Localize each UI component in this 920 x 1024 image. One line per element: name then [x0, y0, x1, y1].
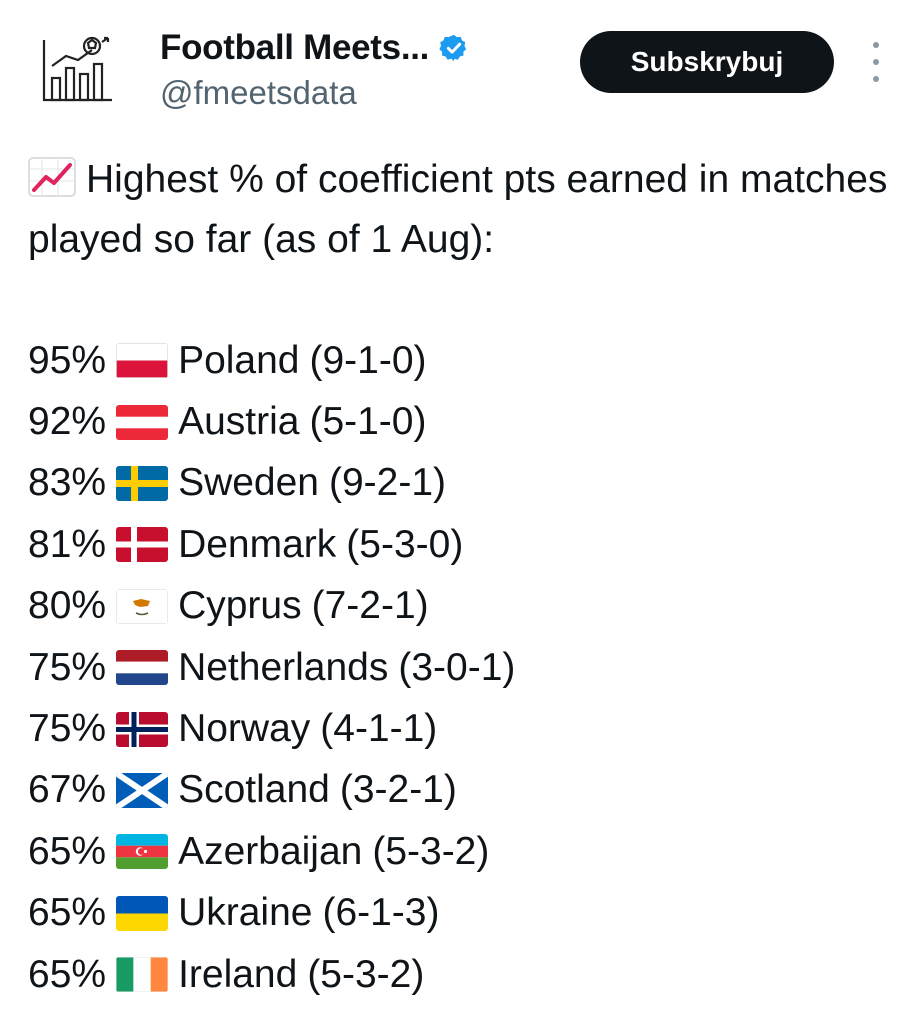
austria-flag-icon — [116, 404, 169, 440]
match-record: (9-1-0) — [309, 338, 427, 382]
country-row: 80% Cyprus (7-2-1) — [28, 576, 908, 637]
tweet-header: Football Meets... @fmeetsdata Subskrybuj — [0, 0, 920, 130]
match-record: (4-1-1) — [320, 707, 438, 751]
country-name: Norway — [178, 707, 311, 751]
account-handle[interactable]: @fmeetsdata — [160, 74, 357, 111]
match-record: (3-2-1) — [339, 768, 457, 812]
ukraine-flag-icon — [116, 895, 169, 931]
match-record: (5-3-0) — [346, 522, 464, 566]
sweden-flag-icon — [116, 465, 169, 501]
percentage-value: 75% — [28, 707, 107, 751]
match-record: (9-2-1) — [329, 461, 447, 505]
country-row: 67% Scotland (3-2-1) — [28, 760, 908, 821]
verified-badge-icon — [439, 34, 467, 62]
percentage-value: 95% — [28, 338, 107, 382]
norway-flag-icon — [116, 711, 169, 747]
country-row: 92% Austria (5-1-0) — [28, 391, 908, 452]
percentage-value: 75% — [28, 645, 107, 689]
country-row: 95% Poland (9-1-0) — [28, 330, 908, 391]
tweet-body: Highest % of coefficient pts earned in m… — [28, 150, 908, 1005]
country-name: Sweden — [178, 461, 319, 505]
percentage-value: 65% — [28, 891, 107, 935]
country-name: Austria — [178, 400, 300, 444]
country-row: 75% Netherlands (3-0-1) — [28, 637, 908, 698]
bar-chart-football-logo-icon[interactable] — [38, 30, 118, 110]
percentage-value: 65% — [28, 829, 107, 873]
percentage-value: 92% — [28, 400, 107, 444]
ireland-flag-icon — [116, 957, 169, 993]
country-name: Azerbaijan — [178, 829, 363, 873]
percentage-value: 81% — [28, 522, 107, 566]
chart-increasing-emoji-icon — [28, 155, 76, 197]
country-name: Netherlands — [178, 645, 389, 689]
scotland-flag-icon — [116, 772, 169, 808]
more-vertical-icon[interactable] — [862, 42, 890, 82]
percentage-value: 65% — [28, 952, 107, 996]
country-name: Denmark — [178, 522, 337, 566]
display-name[interactable]: Football Meets... — [160, 28, 430, 67]
country-name: Poland — [178, 338, 300, 382]
match-record: (5-1-0) — [309, 400, 427, 444]
denmark-flag-icon — [116, 527, 169, 563]
display-name-row: Football Meets... — [160, 28, 469, 68]
tweet-headline: Highest % of coefficient pts earned in m… — [28, 150, 908, 270]
subscribe-button[interactable]: Subskrybuj — [580, 31, 834, 93]
cyprus-flag-icon — [116, 588, 169, 624]
percentage-value: 83% — [28, 461, 107, 505]
match-record: (6-1-3) — [322, 891, 440, 935]
country-list: 95% Poland (9-1-0) 92% Austria (5-1-0) 83% Swed… — [28, 330, 908, 1005]
match-record: (7-2-1) — [311, 584, 429, 628]
percentage-value: 80% — [28, 584, 107, 628]
country-row: 65% Ireland (5-3-2) — [28, 944, 908, 1005]
country-name: Ukraine — [178, 891, 313, 935]
country-name: Cyprus — [178, 584, 302, 628]
country-row: 65% Azerbaijan (5-3-2) — [28, 821, 908, 882]
match-record: (3-0-1) — [398, 645, 516, 689]
headline-text: Highest % of coefficient pts earned in m… — [28, 158, 888, 261]
poland-flag-icon — [116, 343, 169, 379]
country-row: 65% Ukraine (6-1-3) — [28, 883, 908, 944]
netherlands-flag-icon — [116, 650, 169, 686]
country-row: 75% Norway (4-1-1) — [28, 698, 908, 759]
country-name: Ireland — [178, 952, 298, 996]
match-record: (5-3-2) — [307, 952, 425, 996]
country-name: Scotland — [178, 768, 330, 812]
country-row: 83% Sweden (9-2-1) — [28, 453, 908, 514]
country-row: 81% Denmark (5-3-0) — [28, 514, 908, 575]
percentage-value: 67% — [28, 768, 107, 812]
match-record: (5-3-2) — [372, 829, 490, 873]
azerbaijan-flag-icon — [116, 834, 169, 870]
